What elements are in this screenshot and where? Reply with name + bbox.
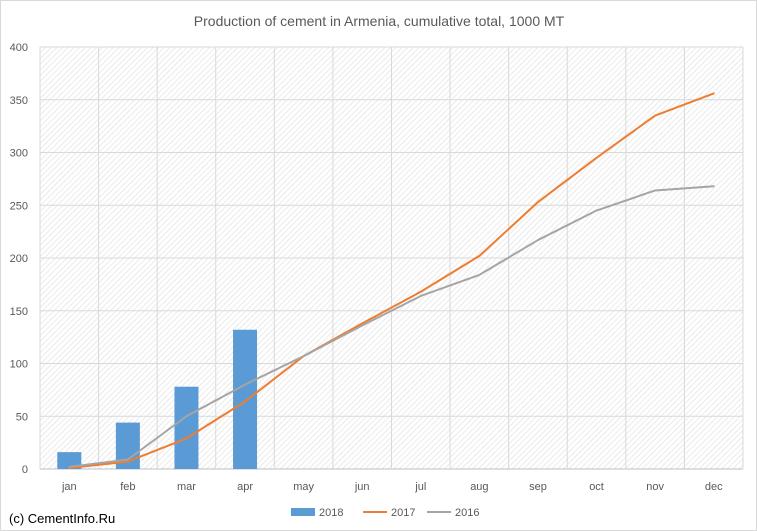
x-tick-label: nov <box>646 481 664 493</box>
legend-swatch-2018 <box>291 508 315 516</box>
bar-2018-apr <box>233 329 258 469</box>
y-tick-label: 250 <box>10 200 28 212</box>
x-tick-label: apr <box>237 481 253 493</box>
y-tick-label: 150 <box>10 306 28 318</box>
bar-2018-mar <box>174 386 199 469</box>
gridlines <box>39 46 744 470</box>
bar-series-group <box>57 329 258 469</box>
y-tick-label: 200 <box>10 253 28 265</box>
y-tick-label: 100 <box>10 359 28 371</box>
x-axis-ticks: jan feb mar apr may jun jul aug sep oct nov dec <box>61 481 723 493</box>
copyright-text: (c) CementInfo.Ru <box>9 511 115 526</box>
x-tick-label: may <box>293 481 314 493</box>
line-series-group <box>68 92 715 469</box>
line-series-2017 <box>68 92 715 469</box>
bar-2018-jan <box>57 452 82 469</box>
y-axis-ticks: 0 50 100 150 200 250 300 350 400 <box>10 42 28 476</box>
legend-label-2016: 2016 <box>455 507 479 519</box>
x-tick-label: jan <box>61 481 77 493</box>
y-tick-label: 350 <box>10 95 28 107</box>
legend: 2018 2017 2016 <box>291 507 479 519</box>
x-tick-label: jun <box>354 481 370 493</box>
x-tick-label: dec <box>705 481 723 493</box>
line-series-2016 <box>68 185 715 468</box>
y-tick-label: 400 <box>10 42 28 54</box>
x-tick-label: oct <box>589 481 604 493</box>
x-tick-label: jul <box>414 481 426 493</box>
x-tick-label: mar <box>177 481 196 493</box>
x-tick-label: sep <box>529 481 547 493</box>
y-tick-label: 300 <box>10 148 28 160</box>
y-tick-label: 50 <box>16 411 28 423</box>
x-tick-label: feb <box>120 481 135 493</box>
y-tick-label: 0 <box>22 464 28 476</box>
chart-title: Production of cement in Armenia, cumulat… <box>194 13 565 29</box>
legend-label-2017: 2017 <box>391 507 415 519</box>
x-tick-label: aug <box>470 481 488 493</box>
legend-label-2018: 2018 <box>319 507 343 519</box>
